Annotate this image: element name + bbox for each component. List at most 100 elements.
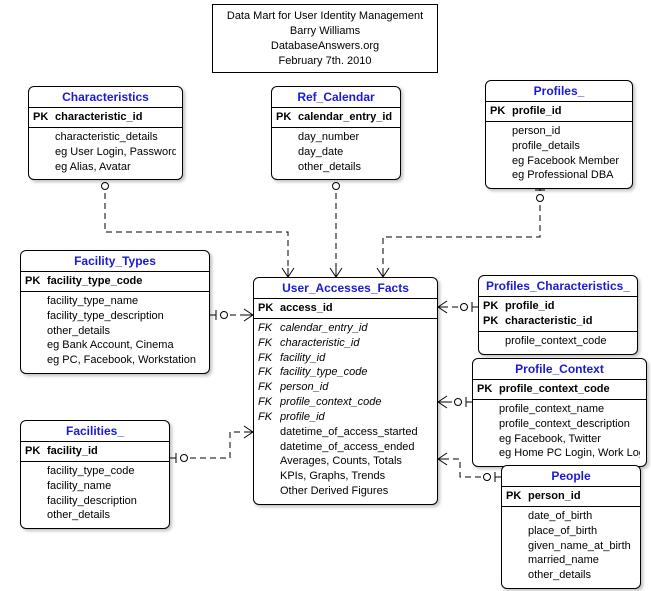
entity-user_accesses_facts: User_Accesses_FactsPKaccess_idFKcalendar… xyxy=(253,277,438,505)
attribute-name: characteristic_details xyxy=(55,130,176,145)
attribute-name: access_id xyxy=(280,301,431,316)
attribute-name: profile_context_code xyxy=(505,334,631,349)
entity-body: PKfacility_type_codefacility_type_namefa… xyxy=(21,272,209,373)
attribute-name: profile_context_description xyxy=(499,417,640,432)
title-box: Data Mart for User Identity Management B… xyxy=(212,4,438,73)
entity-header: Ref_Calendar xyxy=(272,87,400,108)
key-marker xyxy=(25,508,47,523)
attribute-name: datetime_of_access_ended xyxy=(280,440,431,455)
attribute-name: KPIs, Graphs, Trends xyxy=(280,469,431,484)
attribute-name: eg Professional DBA xyxy=(512,168,626,183)
key-marker xyxy=(276,160,298,175)
edge-e-prof-uaf xyxy=(377,185,545,277)
attribute-name: profile_details xyxy=(512,139,626,154)
attribute-name: calendar_entry_id xyxy=(280,321,431,336)
attribute-name: profile_id xyxy=(280,410,431,425)
entity-header: Facility_Types xyxy=(21,251,209,272)
key-marker xyxy=(25,494,47,509)
attribute-name: facility_type_code xyxy=(47,464,163,479)
entity-header: Characteristics xyxy=(29,87,182,108)
key-marker xyxy=(276,130,298,145)
key-marker xyxy=(25,309,47,324)
attribute-name: characteristic_id xyxy=(280,336,431,351)
key-marker xyxy=(258,440,280,455)
key-marker: PK xyxy=(506,489,528,504)
attribute-name: eg Alias, Avatar xyxy=(55,160,176,175)
key-marker xyxy=(25,353,47,368)
key-marker: PK xyxy=(25,274,47,289)
row-divider xyxy=(479,331,637,332)
key-marker xyxy=(477,432,499,447)
attribute-name: person_id xyxy=(280,380,431,395)
title-line: February 7th. 2010 xyxy=(223,54,427,69)
attribute-name: day_number xyxy=(298,130,394,145)
key-marker: PK xyxy=(33,110,55,125)
row-divider xyxy=(254,318,437,319)
row-divider xyxy=(473,399,646,400)
attribute-name: facility_id xyxy=(280,351,431,366)
entity-facilities: Facilities_PKfacility_idfacility_type_co… xyxy=(20,420,170,529)
key-marker xyxy=(477,417,499,432)
key-marker: PK xyxy=(483,314,505,329)
key-marker: FK xyxy=(258,380,280,395)
key-marker: PK xyxy=(490,104,512,119)
entity-header: Profiles_Characteristics_ xyxy=(479,276,637,297)
entity-body: PKcharacteristic_id characteristic_detail… xyxy=(29,108,182,179)
attribute-name: facility_type_code xyxy=(47,274,203,289)
attribute-name: Other Derived Figures xyxy=(280,484,431,499)
entity-profiles: Profiles_PKprofile_idperson_idprofile_de… xyxy=(485,80,633,189)
entity-body: PKfacility_idfacility_type_codefacility_… xyxy=(21,442,169,528)
attribute-name: facility_type_code xyxy=(280,365,431,380)
edge-e-cal-uaf xyxy=(330,173,342,277)
attribute-name: profile_context_name xyxy=(499,402,640,417)
row-divider xyxy=(29,127,182,128)
attribute-name: eg User Login, Password xyxy=(55,145,176,160)
entity-header: User_Accesses_Facts xyxy=(254,278,437,299)
entity-header: Profile_Context xyxy=(473,359,646,380)
attribute-name: date_of_birth xyxy=(528,509,634,524)
key-marker xyxy=(33,130,55,145)
key-marker xyxy=(490,124,512,139)
key-marker xyxy=(276,145,298,160)
key-marker xyxy=(25,479,47,494)
key-marker xyxy=(483,334,505,349)
key-marker xyxy=(506,539,528,554)
attribute-name: characteristic_id xyxy=(55,110,176,125)
attribute-name: facility_id xyxy=(47,444,163,459)
key-marker: FK xyxy=(258,336,280,351)
key-marker xyxy=(490,154,512,169)
attribute-name: Averages, Counts, Totals xyxy=(280,454,431,469)
edge-e-profctx-uaf xyxy=(438,396,472,408)
attribute-name: datetime_of_access_started xyxy=(280,425,431,440)
attribute-name: facility_type_name xyxy=(47,294,203,309)
attribute-name: profile_context_code xyxy=(499,382,640,397)
key-marker xyxy=(25,324,47,339)
attribute-name: profile_id xyxy=(512,104,626,119)
key-marker xyxy=(477,446,499,461)
attribute-name: place_of_birth xyxy=(528,524,634,539)
attribute-name: day_date xyxy=(298,145,394,160)
entity-people: PeoplePKperson_iddate_of_birthplace_of_b… xyxy=(501,465,641,589)
edge-e-fac-uaf xyxy=(170,426,253,463)
key-marker: PK xyxy=(25,444,47,459)
key-marker xyxy=(25,338,47,353)
entity-body: PKprofile_idperson_idprofile_detailseg F… xyxy=(486,102,632,188)
key-marker xyxy=(258,454,280,469)
entity-body: PKaccess_idFKcalendar_entry_idFKcharacte… xyxy=(254,299,437,504)
key-marker: FK xyxy=(258,395,280,410)
attribute-name: facility_description xyxy=(47,494,163,509)
key-marker xyxy=(477,402,499,417)
key-marker xyxy=(258,425,280,440)
key-marker: PK xyxy=(276,110,298,125)
attribute-name: married_name xyxy=(528,553,634,568)
entity-header: Profiles_ xyxy=(486,81,632,102)
edge-e-profchar-uaf xyxy=(438,301,478,313)
attribute-name: facility_name xyxy=(47,479,163,494)
row-divider xyxy=(21,291,209,292)
attribute-name: other_details xyxy=(298,160,394,175)
attribute-name: person_id xyxy=(528,489,634,504)
entity-profile_context: Profile_Context PKprofile_context_codepro… xyxy=(472,358,647,467)
key-marker: PK xyxy=(477,382,499,397)
key-marker xyxy=(490,168,512,183)
key-marker xyxy=(33,160,55,175)
